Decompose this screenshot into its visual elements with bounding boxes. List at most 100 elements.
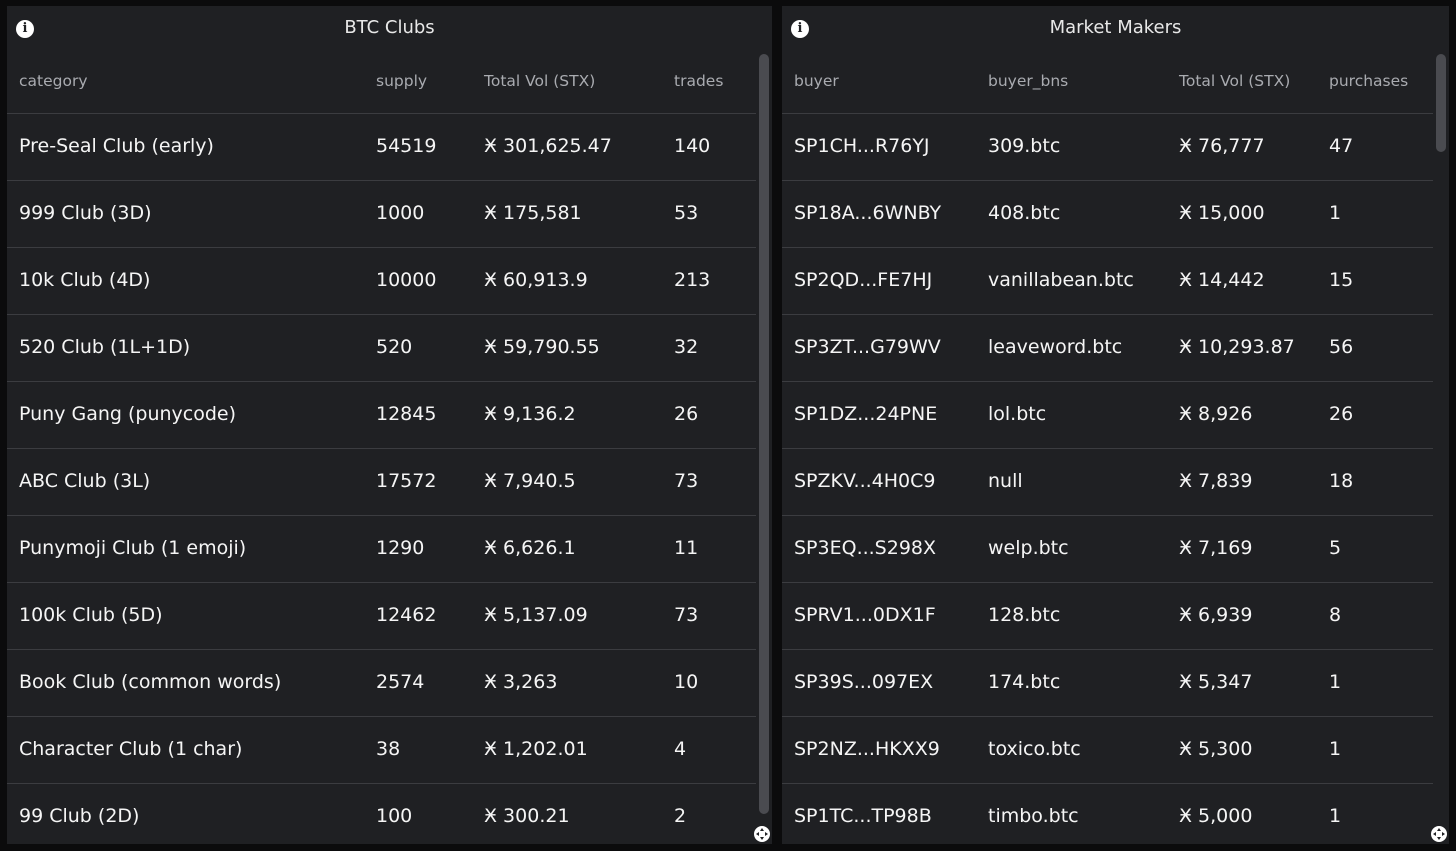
cell-total-vol: Ӿ 301,625.47 (484, 135, 612, 157)
table-row[interactable]: SP1DZ...24PNE lol.btc Ӿ 8,926 26 (782, 382, 1433, 449)
cell-total-vol: Ӿ 5,137.09 (484, 604, 588, 626)
cell-purchases: 56 (1329, 336, 1354, 358)
market-makers-table: buyer buyer_bns Total Vol (STX) purchase… (782, 52, 1433, 844)
vertical-scrollbar[interactable] (1433, 52, 1449, 844)
table-row[interactable]: Character Club (1 char) 38 Ӿ 1,202.01 4 (7, 717, 756, 784)
cell-total-vol: Ӿ 59,790.55 (484, 336, 600, 358)
cell-category: Punymoji Club (1 emoji) (19, 537, 247, 559)
scrollbar-thumb[interactable] (1436, 54, 1446, 152)
column-header-buyer-bns[interactable]: buyer_bns (988, 72, 1069, 90)
cell-buyer-bns: welp.btc (988, 537, 1069, 559)
vertical-scrollbar[interactable] (756, 52, 772, 844)
cell-purchases: 5 (1329, 537, 1342, 559)
cell-category: 99 Club (2D) (19, 805, 140, 827)
cell-trades: 4 (674, 738, 687, 760)
cell-supply: 38 (376, 738, 401, 760)
cell-buyer: SP39S...097EX (794, 671, 934, 693)
cell-category: 520 Club (1L+1D) (19, 336, 191, 358)
cell-buyer-bns: null (988, 470, 1023, 492)
cell-total-vol: Ӿ 7,169 (1179, 537, 1253, 559)
table-header: buyer buyer_bns Total Vol (STX) purchase… (782, 52, 1433, 114)
cell-total-vol: Ӿ 10,293.87 (1179, 336, 1295, 358)
cell-buyer-bns: leaveword.btc (988, 336, 1123, 358)
market-makers-panel: i Market Makers buyer buyer_bns Total Vo… (782, 6, 1449, 844)
table-row[interactable]: 999 Club (3D) 1000 Ӿ 175,581 53 (7, 181, 756, 248)
scrollbar-thumb[interactable] (759, 54, 769, 814)
cell-supply: 17572 (376, 470, 437, 492)
cell-buyer-bns: 408.btc (988, 202, 1061, 224)
resize-handle-icon[interactable] (753, 825, 771, 843)
table-row[interactable]: Puny Gang (punycode) 12845 Ӿ 9,136.2 26 (7, 382, 756, 449)
table-row[interactable]: 520 Club (1L+1D) 520 Ӿ 59,790.55 32 (7, 315, 756, 382)
cell-buyer: SP1TC...TP98B (794, 805, 932, 827)
cell-category: Character Club (1 char) (19, 738, 243, 760)
cell-total-vol: Ӿ 15,000 (1179, 202, 1265, 224)
cell-category: 999 Club (3D) (19, 202, 152, 224)
table-row[interactable]: SP2QD...FE7HJ vanillabean.btc Ӿ 14,442 15 (782, 248, 1433, 315)
column-header-trades[interactable]: trades (674, 72, 724, 90)
cell-purchases: 1 (1329, 805, 1342, 827)
resize-handle-icon[interactable] (1430, 825, 1448, 843)
column-header-supply[interactable]: supply (376, 72, 428, 90)
cell-purchases: 1 (1329, 202, 1342, 224)
table-header: category supply Total Vol (STX) trades (7, 52, 756, 114)
table-row[interactable]: SPZKV...4H0C9 null Ӿ 7,839 18 (782, 449, 1433, 516)
column-header-purchases[interactable]: purchases (1329, 72, 1409, 90)
cell-category: Book Club (common words) (19, 671, 282, 693)
cell-total-vol: Ӿ 8,926 (1179, 403, 1253, 425)
cell-trades: 10 (674, 671, 699, 693)
cell-buyer-bns: lol.btc (988, 403, 1047, 425)
cell-total-vol: Ӿ 7,940.5 (484, 470, 576, 492)
cell-buyer-bns: 174.btc (988, 671, 1061, 693)
btc-clubs-table: category supply Total Vol (STX) trades P… (7, 52, 756, 844)
cell-category: Pre-Seal Club (early) (19, 135, 214, 157)
cell-purchases: 1 (1329, 671, 1342, 693)
column-header-total-vol[interactable]: Total Vol (STX) (484, 72, 596, 90)
table-row[interactable]: 10k Club (4D) 10000 Ӿ 60,913.9 213 (7, 248, 756, 315)
cell-buyer: SP2QD...FE7HJ (794, 269, 933, 291)
table-row[interactable]: Punymoji Club (1 emoji) 1290 Ӿ 6,626.1 11 (7, 516, 756, 583)
table-row[interactable]: SP3EQ...S298X welp.btc Ӿ 7,169 5 (782, 516, 1433, 583)
table-row[interactable]: Pre-Seal Club (early) 54519 Ӿ 301,625.47 14… (7, 114, 756, 181)
table-row[interactable]: ABC Club (3L) 17572 Ӿ 7,940.5 73 (7, 449, 756, 516)
cell-category: Puny Gang (punycode) (19, 403, 237, 425)
cell-total-vol: Ӿ 5,347 (1179, 671, 1253, 693)
cell-total-vol: Ӿ 5,000 (1179, 805, 1253, 827)
cell-buyer: SP2NZ...HKXX9 (794, 738, 940, 760)
table-row[interactable]: 100k Club (5D) 12462 Ӿ 5,137.09 73 (7, 583, 756, 650)
cell-total-vol: Ӿ 6,939 (1179, 604, 1253, 626)
table-row[interactable]: Book Club (common words) 2574 Ӿ 3,263 10 (7, 650, 756, 717)
cell-category: ABC Club (3L) (19, 470, 151, 492)
cell-buyer-bns: 128.btc (988, 604, 1061, 626)
table-row[interactable]: SP39S...097EX 174.btc Ӿ 5,347 1 (782, 650, 1433, 717)
panel-title: BTC Clubs (344, 17, 435, 38)
cell-buyer-bns: vanillabean.btc (988, 269, 1134, 291)
panel-titlebar: i Market Makers (782, 6, 1449, 52)
table-row[interactable]: 99 Club (2D) 100 Ӿ 300.21 2 (7, 784, 756, 844)
table-row[interactable]: SP2NZ...HKXX9 toxico.btc Ӿ 5,300 1 (782, 717, 1433, 784)
cell-supply: 12462 (376, 604, 437, 626)
cell-trades: 2 (674, 805, 687, 827)
cell-total-vol: Ӿ 1,202.01 (484, 738, 588, 760)
table-body: Pre-Seal Club (early) 54519 Ӿ 301,625.47 14… (7, 114, 756, 844)
cell-total-vol: Ӿ 9,136.2 (484, 403, 576, 425)
cell-total-vol: Ӿ 175,581 (484, 202, 582, 224)
cell-purchases: 1 (1329, 738, 1342, 760)
table-row[interactable]: SP18A...6WNBY 408.btc Ӿ 15,000 1 (782, 181, 1433, 248)
column-header-buyer[interactable]: buyer (794, 72, 839, 90)
cell-supply: 100 (376, 805, 413, 827)
table-row[interactable]: SPRV1...0DX1F 128.btc Ӿ 6,939 8 (782, 583, 1433, 650)
cell-buyer-bns: 309.btc (988, 135, 1061, 157)
column-header-total-vol[interactable]: Total Vol (STX) (1179, 72, 1291, 90)
info-icon[interactable]: i (16, 20, 34, 38)
cell-trades: 53 (674, 202, 699, 224)
cell-purchases: 15 (1329, 269, 1354, 291)
info-icon[interactable]: i (791, 20, 809, 38)
table-row[interactable]: SP1CH...R76YJ 309.btc Ӿ 76,777 47 (782, 114, 1433, 181)
cell-trades: 140 (674, 135, 711, 157)
cell-total-vol: Ӿ 300.21 (484, 805, 570, 827)
table-row[interactable]: SP1TC...TP98B timbo.btc Ӿ 5,000 1 (782, 784, 1433, 844)
table-row[interactable]: SP3ZT...G79WV leaveword.btc Ӿ 10,293.87 56 (782, 315, 1433, 382)
column-header-category[interactable]: category (19, 72, 88, 90)
cell-supply: 520 (376, 336, 413, 358)
